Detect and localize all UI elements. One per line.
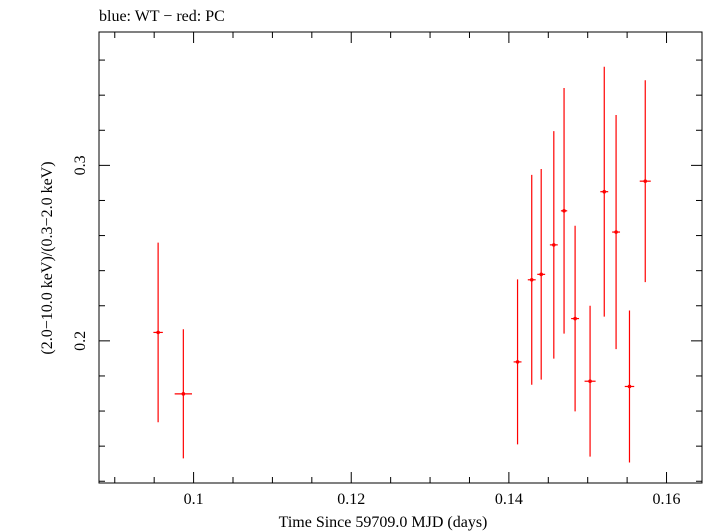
point-marker [539, 272, 543, 277]
x-tick-label: 0.16 [653, 491, 681, 508]
data-point [513, 279, 522, 445]
plot-frame [98, 31, 703, 484]
point-marker [552, 243, 556, 247]
point-marker [602, 189, 607, 194]
point-marker [573, 316, 577, 321]
y-axis-ticks: 0.2 0.3 [72, 59, 702, 482]
data-point [549, 131, 558, 359]
data-point [624, 310, 635, 463]
point-marker [156, 330, 160, 335]
y-tick-label: 0.3 [72, 155, 89, 175]
x-tick-label: 0.14 [495, 491, 523, 508]
x-tick-label: 0.12 [337, 491, 365, 508]
data-point [537, 169, 546, 380]
data-point [560, 87, 568, 334]
data-point [571, 225, 580, 412]
data-point [584, 305, 596, 457]
point-marker [529, 277, 534, 282]
point-marker [614, 230, 618, 234]
data-point [612, 115, 621, 350]
data-point [174, 329, 193, 459]
x-axis-label: Time Since 59709.0 MJD (days) [279, 514, 488, 531]
point-marker [181, 392, 186, 396]
x-tick-label: 0.1 [184, 491, 204, 508]
data-point [639, 80, 651, 283]
data-points [153, 66, 651, 463]
chart-title: blue: WT − red: PC [99, 8, 225, 25]
data-point [527, 174, 536, 385]
data-point [153, 242, 163, 423]
x-axis-ticks: 0.1 0.12 0.14 0.16 [114, 32, 681, 508]
y-tick-label: 0.2 [72, 331, 89, 351]
point-marker [562, 209, 566, 213]
point-marker [588, 379, 592, 384]
y-axis-label: (2.0−10.0 keV)/(0.3−2.0 keV) [39, 161, 56, 354]
point-marker [515, 360, 520, 364]
data-point [600, 66, 609, 317]
point-marker [627, 384, 632, 389]
point-marker [643, 179, 648, 183]
